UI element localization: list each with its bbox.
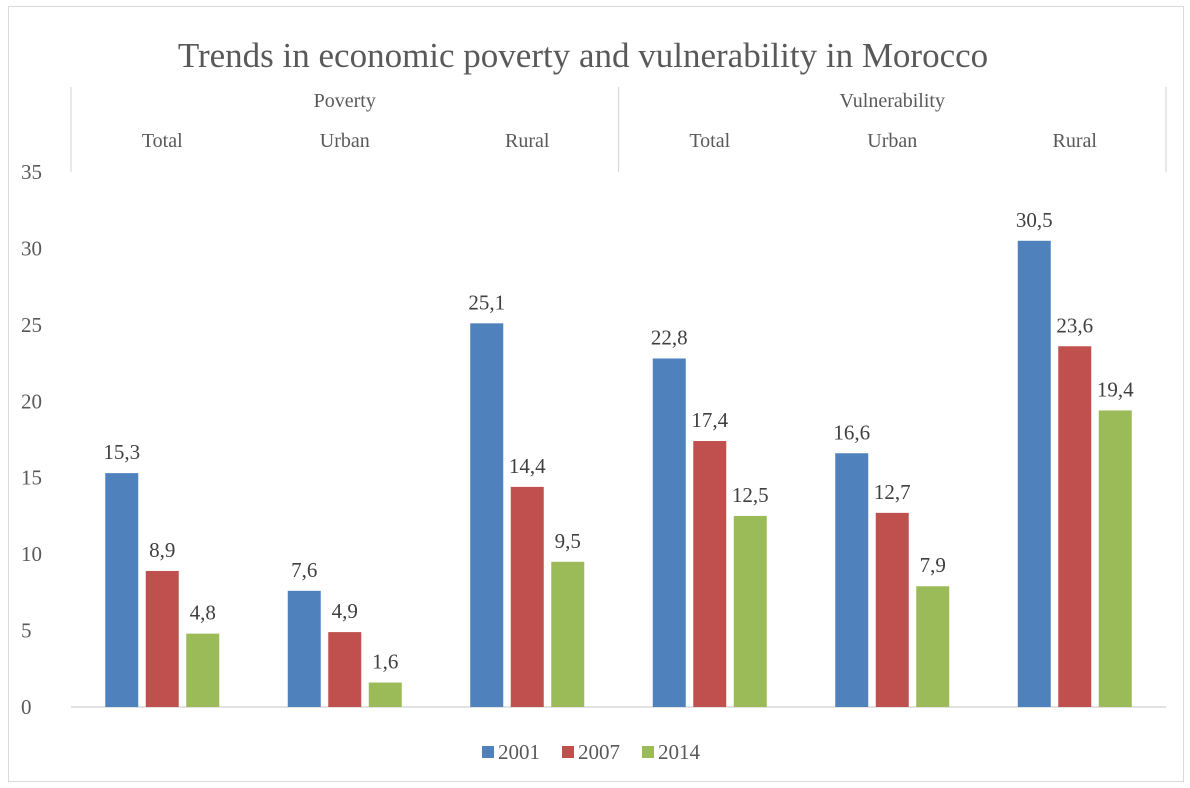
bar-2014	[733, 515, 767, 707]
bar-2014	[916, 586, 950, 707]
data-label: 12,5	[732, 483, 769, 507]
bar-2001	[835, 453, 869, 707]
data-label: 4,9	[332, 599, 358, 623]
y-tick-label: 25	[21, 313, 42, 337]
bar-2014	[186, 633, 220, 707]
legend-label: 2007	[578, 740, 620, 764]
group-label: Vulnerability	[840, 90, 945, 112]
bar-2007	[328, 632, 362, 707]
category-label: Urban	[867, 130, 917, 152]
data-label: 9,5	[555, 529, 581, 553]
category-label: Urban	[320, 130, 370, 152]
legend-label: 2001	[498, 740, 540, 764]
data-label: 7,9	[920, 553, 946, 577]
chart-container: Trends in economic poverty and vulnerabi…	[8, 6, 1184, 782]
bar-2007	[510, 486, 544, 707]
bar-2001	[470, 323, 504, 707]
bar-2007	[693, 441, 727, 707]
y-tick-label: 0	[21, 695, 32, 719]
bar-2007	[875, 512, 909, 707]
data-label: 22,8	[651, 325, 688, 349]
legend-swatch-2001	[482, 746, 494, 758]
bar-2001	[287, 590, 321, 707]
chart-title: Trends in economic poverty and vulnerabi…	[178, 36, 988, 75]
data-label: 1,6	[372, 650, 398, 674]
data-label: 23,6	[1056, 313, 1093, 337]
category-label: Rural	[1053, 130, 1098, 152]
data-label: 12,7	[874, 480, 911, 504]
category-label: Total	[142, 130, 183, 152]
data-label: 7,6	[291, 558, 317, 582]
bar-2001	[1017, 240, 1051, 708]
bar-2001	[652, 358, 686, 707]
data-label: 8,9	[149, 538, 175, 562]
bar-2001	[105, 473, 139, 707]
data-label: 25,1	[468, 290, 505, 314]
category-label: Total	[689, 130, 730, 152]
bar-2014	[551, 561, 585, 707]
bar-2014	[1098, 410, 1132, 707]
legend-swatch-2014	[642, 746, 654, 758]
y-tick-label: 20	[21, 389, 42, 413]
y-tick-label: 15	[21, 466, 42, 490]
data-label: 17,4	[691, 408, 728, 432]
data-label: 16,6	[833, 420, 870, 444]
bar-2014	[368, 682, 402, 707]
category-label: Rural	[505, 130, 550, 152]
y-tick-label: 35	[21, 160, 42, 184]
data-label: 4,8	[190, 601, 216, 625]
data-label: 30,5	[1016, 208, 1053, 232]
data-label: 14,4	[509, 454, 546, 478]
bar-2007	[1058, 346, 1092, 707]
legend-swatch-2007	[562, 746, 574, 758]
data-label: 19,4	[1097, 377, 1134, 401]
bar-2007	[145, 570, 179, 707]
y-tick-label: 5	[21, 619, 32, 643]
y-tick-label: 10	[21, 542, 42, 566]
group-label: Poverty	[314, 90, 376, 112]
data-label: 15,3	[103, 440, 140, 464]
legend-label: 2014	[658, 740, 701, 764]
legend: 2001 2007 2014	[482, 740, 701, 764]
y-tick-label: 30	[21, 236, 42, 260]
bar-chart: Trends in economic poverty and vulnerabi…	[21, 36, 1167, 764]
